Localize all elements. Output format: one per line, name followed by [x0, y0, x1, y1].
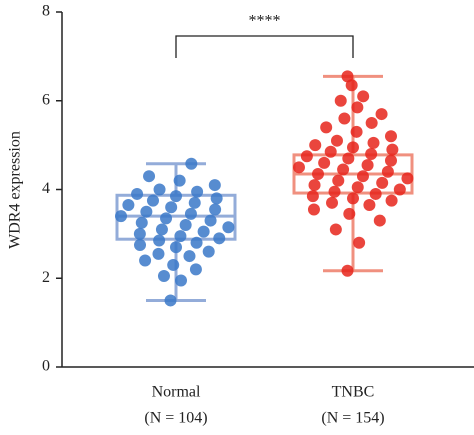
data-point	[369, 187, 382, 200]
data-point	[133, 227, 146, 240]
significance-label: ****	[249, 13, 281, 30]
data-point	[393, 183, 406, 196]
y-tick-label: 8	[42, 3, 50, 20]
data-point	[139, 254, 152, 267]
x-tick-label: TNBC	[332, 384, 375, 401]
data-point	[210, 192, 223, 205]
data-point	[385, 194, 398, 207]
data-point	[191, 185, 204, 198]
data-point	[401, 172, 414, 185]
data-point	[373, 214, 386, 227]
data-point	[312, 167, 324, 180]
data-point	[160, 212, 173, 225]
data-point	[153, 234, 166, 247]
data-point	[153, 183, 166, 196]
y-tick-label: 6	[42, 91, 50, 108]
group-count-label: (N = 104)	[144, 410, 207, 427]
data-point	[367, 136, 380, 149]
data-point	[188, 196, 201, 209]
data-point	[157, 270, 170, 283]
data-point	[384, 154, 397, 167]
data-point	[307, 203, 320, 216]
data-point	[202, 245, 215, 258]
data-point	[164, 294, 177, 307]
data-point	[155, 223, 168, 236]
data-point	[184, 207, 197, 220]
data-point	[347, 192, 359, 205]
data-point	[343, 207, 356, 220]
data-point	[320, 121, 333, 134]
data-point	[134, 238, 147, 251]
data-point	[185, 157, 198, 170]
group-count-label: (N = 154)	[321, 410, 384, 427]
data-point	[122, 199, 135, 212]
data-point	[351, 101, 364, 114]
data-point	[386, 143, 399, 156]
data-point	[361, 159, 374, 172]
y-axis-label: WDR4 expression	[7, 131, 24, 249]
data-point	[143, 170, 156, 183]
data-point	[300, 150, 313, 163]
data-point	[222, 221, 235, 234]
data-point	[183, 250, 196, 263]
data-point	[330, 134, 343, 147]
data-point	[350, 125, 363, 138]
data-point	[174, 274, 187, 287]
data-point	[365, 148, 378, 160]
data-point	[179, 219, 192, 231]
data-point	[347, 141, 359, 154]
data-point	[135, 216, 148, 229]
data-point	[209, 203, 222, 216]
y-tick-label: 4	[42, 180, 50, 197]
data-point	[326, 196, 339, 209]
data-point	[334, 94, 347, 107]
data-point	[338, 112, 351, 125]
data-point	[384, 130, 397, 143]
y-tick-label: 0	[42, 358, 50, 375]
data-point	[337, 163, 350, 176]
data-point	[190, 236, 203, 249]
data-point	[115, 210, 127, 223]
data-point	[351, 181, 364, 194]
data-point	[341, 264, 354, 277]
data-point	[342, 152, 355, 165]
data-point	[365, 116, 378, 129]
significance-bracket	[175, 35, 354, 58]
data-point	[140, 205, 153, 218]
data-point	[204, 214, 217, 227]
data-point	[167, 258, 180, 271]
data-point	[213, 232, 226, 245]
x-tick-label: Normal	[152, 384, 201, 401]
data-point	[292, 161, 305, 174]
data-point	[318, 156, 331, 169]
data-point	[356, 170, 369, 183]
data-point	[197, 225, 210, 238]
data-point	[357, 90, 370, 103]
data-point	[324, 145, 337, 158]
data-point	[146, 194, 159, 207]
data-point	[170, 241, 182, 254]
data-point	[332, 174, 345, 187]
data-point	[381, 165, 394, 178]
data-point	[170, 190, 182, 203]
data-point	[341, 70, 354, 83]
data-point	[131, 187, 144, 200]
data-point	[189, 263, 202, 276]
data-point	[173, 174, 186, 187]
data-point	[363, 199, 376, 212]
y-tick-label: 2	[42, 269, 50, 286]
data-point	[152, 247, 165, 260]
data-point	[328, 185, 341, 198]
data-point	[353, 236, 366, 249]
data-point	[329, 223, 342, 236]
data-point	[308, 179, 321, 192]
data-point	[165, 201, 178, 214]
data-point	[376, 176, 389, 189]
data-point	[306, 190, 319, 203]
data-point	[309, 139, 322, 152]
data-point	[375, 108, 388, 121]
data-point	[208, 179, 221, 192]
data-point	[174, 230, 187, 243]
